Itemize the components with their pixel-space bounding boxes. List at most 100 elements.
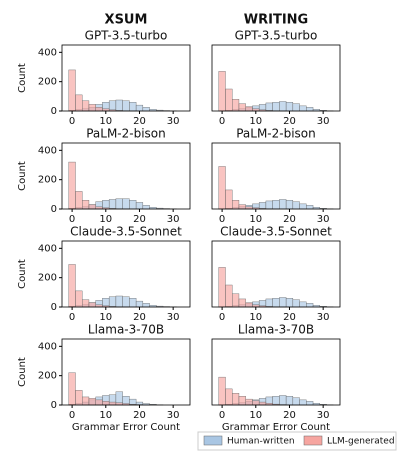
y-tick-label: 200 — [38, 175, 57, 186]
histogram-bar — [279, 297, 287, 308]
histogram-bar — [279, 199, 287, 210]
x-tick-label: 10 — [99, 214, 112, 225]
x-tick-label: 30 — [317, 116, 330, 127]
x-tick-label: 20 — [283, 410, 296, 421]
y-tick-label: 200 — [38, 371, 57, 382]
histogram-bar — [225, 88, 233, 112]
x-tick-label: 0 — [69, 214, 75, 225]
x-tick-label: 20 — [133, 214, 146, 225]
column-title: XSUM — [105, 13, 148, 28]
plot-frame — [211, 44, 341, 112]
histogram-bar — [265, 200, 273, 210]
x-tick-label: 30 — [167, 312, 180, 323]
y-tick-label: 200 — [38, 273, 57, 284]
histogram-bar — [238, 298, 246, 308]
subplot-title: Llama-3-70B — [88, 323, 164, 337]
histogram-bar — [245, 398, 253, 406]
histogram-bar — [142, 107, 150, 112]
x-tick-label: 30 — [317, 312, 330, 323]
x-tick-label: 0 — [69, 312, 75, 323]
x-tick-label: 10 — [249, 116, 262, 127]
histogram-bar — [108, 401, 117, 406]
x-tick-label: 20 — [133, 312, 146, 323]
histogram-bar — [218, 166, 226, 210]
y-axis-label: Count — [17, 357, 28, 387]
x-tick-label: 30 — [167, 214, 180, 225]
y-axis-label: Count — [17, 161, 28, 191]
histogram-bar — [68, 161, 76, 210]
histogram-bar — [115, 295, 123, 308]
plot-frame — [211, 240, 341, 308]
histogram-bar — [292, 201, 300, 210]
histogram-bar — [122, 296, 130, 308]
x-tick-label: 0 — [69, 410, 75, 421]
histogram-bar — [272, 101, 280, 112]
histogram-bar — [82, 100, 90, 112]
y-tick-label: 400 — [38, 341, 57, 352]
x-tick-label: 20 — [133, 410, 146, 421]
histogram-bar — [82, 396, 90, 406]
legend-label: Human-written — [227, 437, 295, 447]
x-tick-label: 20 — [283, 312, 296, 323]
y-tick-label: 0 — [51, 400, 57, 411]
histogram-bar — [95, 107, 103, 112]
subplot-title: Llama-3-70B — [238, 323, 314, 337]
histogram-bar — [218, 71, 226, 112]
column-title: WRITING — [244, 13, 308, 28]
histogram-bar — [135, 202, 144, 210]
x-tick-label: 30 — [167, 410, 180, 421]
histogram-bar — [232, 199, 240, 210]
histogram-bar — [306, 303, 314, 308]
legend-swatch — [303, 435, 323, 446]
histogram-bar — [285, 298, 294, 308]
y-tick-label: 400 — [38, 243, 57, 254]
y-axis-label: Count — [17, 63, 28, 93]
histogram-bar — [299, 105, 307, 112]
x-tick-label: 0 — [69, 116, 75, 127]
histogram-bar — [75, 290, 83, 308]
histogram-bar — [218, 376, 226, 406]
subplot-title: Claude-3.5-Sonnet — [220, 225, 332, 239]
histogram-bar — [68, 69, 76, 112]
y-tick-label: 0 — [51, 302, 57, 313]
histogram-bar — [115, 99, 123, 112]
histogram-bar — [292, 299, 300, 308]
histogram-bar — [299, 203, 307, 210]
histogram-bar — [265, 102, 273, 112]
histogram-bar — [258, 202, 267, 210]
x-tick-label: 0 — [219, 214, 225, 225]
histogram-bar — [135, 104, 144, 112]
histogram-bar — [272, 298, 280, 308]
histogram-bar — [225, 388, 233, 406]
x-tick-label: 10 — [249, 312, 262, 323]
subplot-title: PaLM-2-bison — [86, 127, 166, 141]
histogram-bar — [279, 101, 287, 112]
histogram-bar — [135, 300, 144, 308]
histogram-bar — [252, 400, 260, 406]
x-tick-label: 30 — [167, 116, 180, 127]
histogram-bar — [122, 198, 130, 210]
plot-frame — [211, 142, 341, 210]
subplot-title: GPT-3.5-turbo — [85, 29, 168, 43]
histogram-bar — [245, 106, 253, 112]
plot-frame — [61, 240, 191, 308]
legend-label: LLM-generated — [327, 437, 395, 447]
histogram-bar — [265, 298, 273, 308]
histogram-bar — [285, 199, 294, 210]
histogram-bar — [238, 103, 246, 112]
legend-box — [197, 431, 397, 451]
histogram-bar — [272, 396, 280, 406]
legend-swatch — [203, 435, 223, 446]
histogram-bar — [129, 199, 137, 210]
histogram-bar — [285, 101, 294, 112]
histogram-bar — [88, 204, 96, 210]
histogram-bar — [225, 189, 233, 210]
histogram-bar — [88, 398, 96, 406]
histogram-bar — [225, 284, 233, 308]
histogram-bar — [238, 396, 246, 406]
histogram-bar — [306, 205, 314, 210]
histogram-bar — [258, 401, 267, 406]
histogram-bar — [88, 104, 96, 112]
x-tick-label: 20 — [283, 214, 296, 225]
